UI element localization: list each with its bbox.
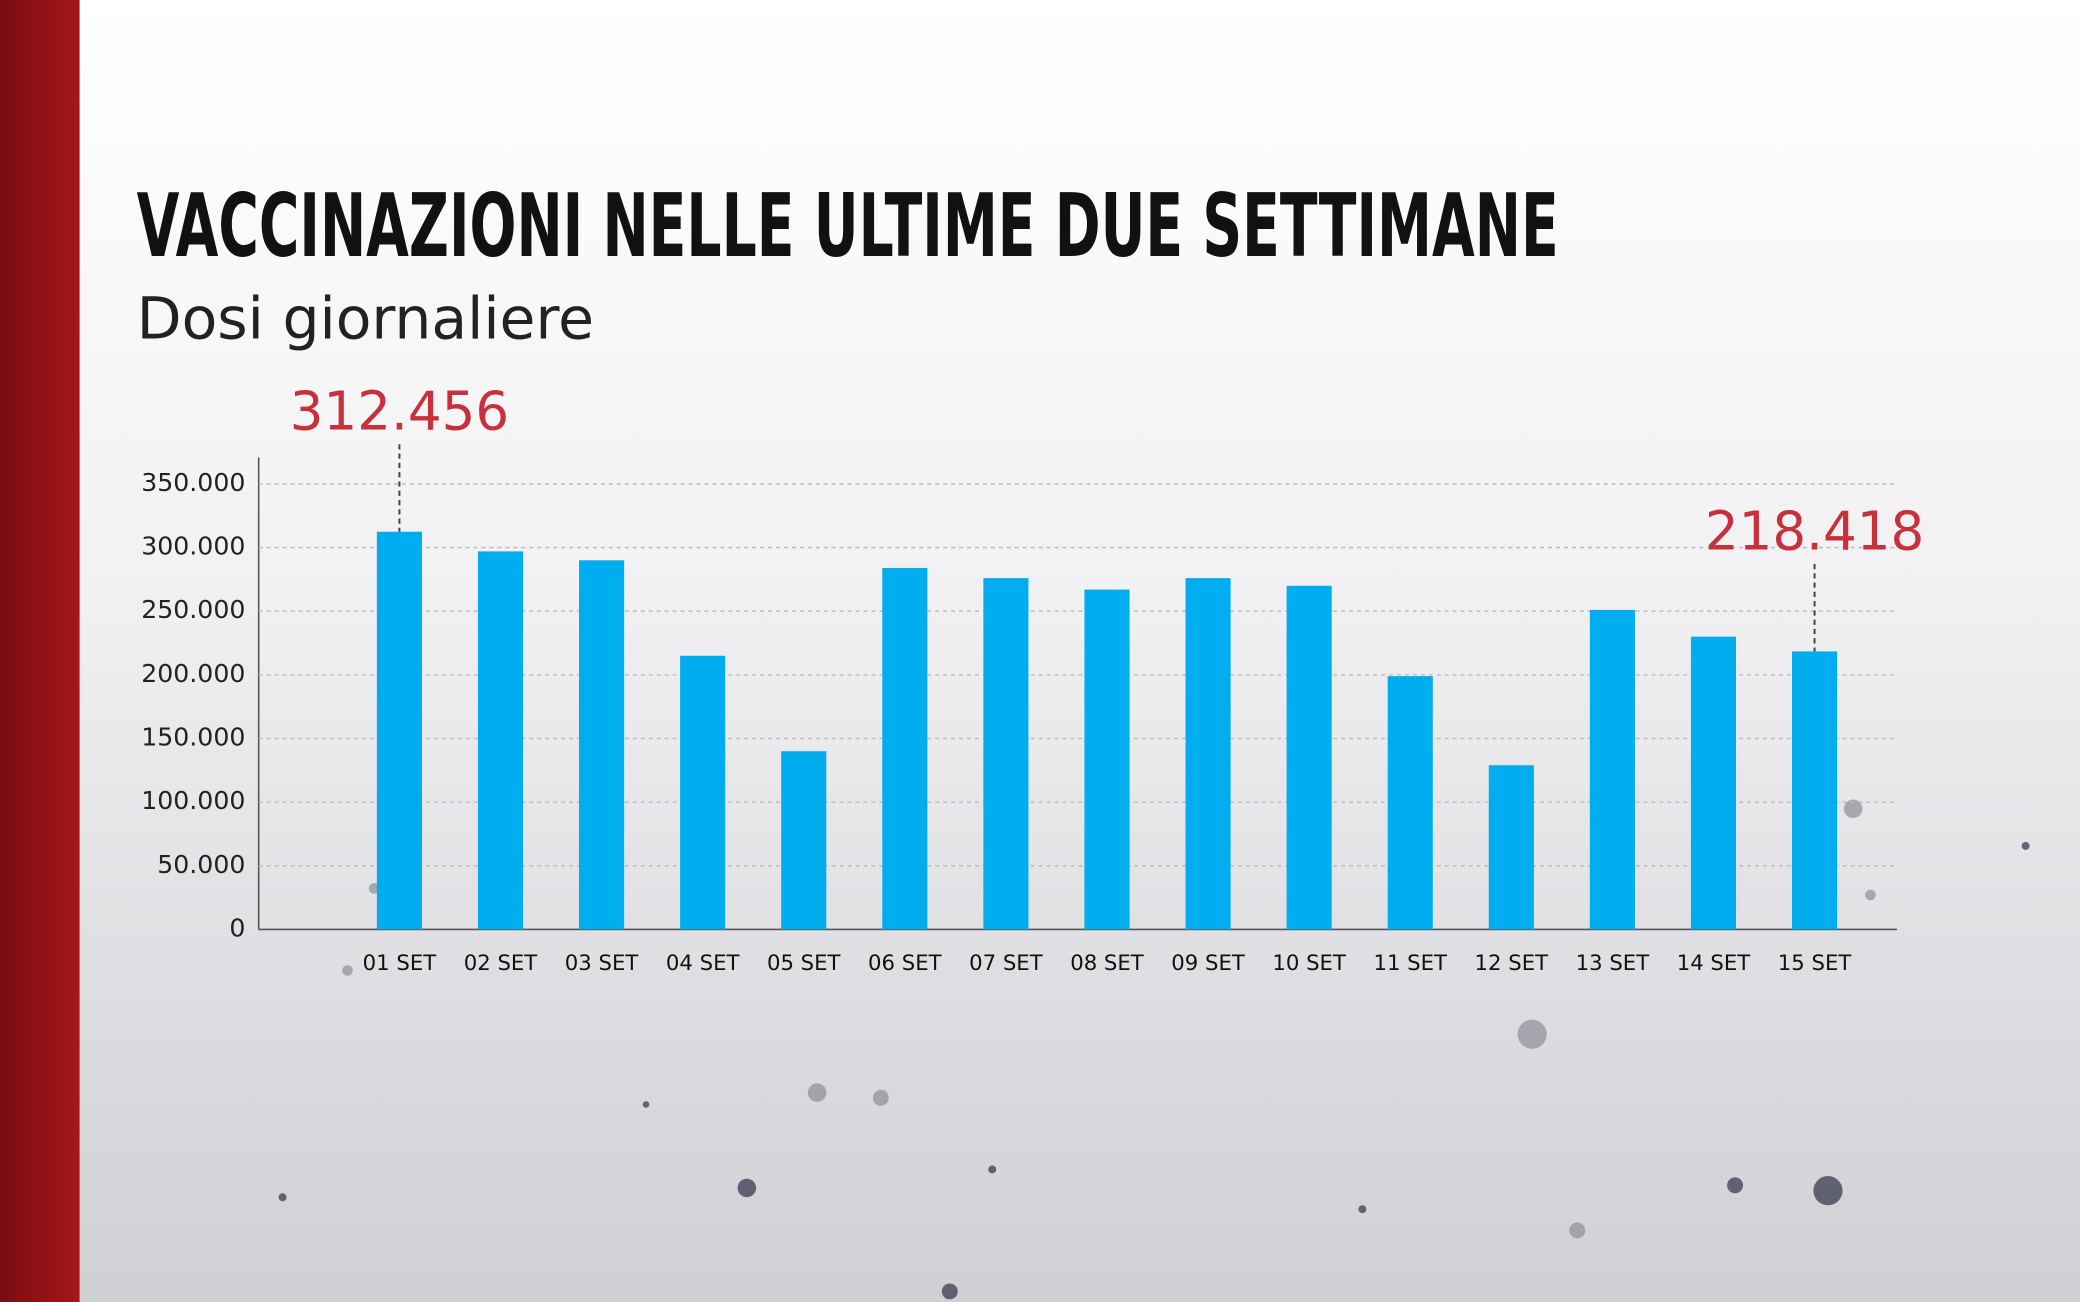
x-tick-label: 04 SET xyxy=(666,951,741,976)
side-band xyxy=(0,0,80,1302)
bar xyxy=(376,531,422,930)
x-tick-label: 09 SET xyxy=(1171,951,1246,976)
x-tick-label: 11 SET xyxy=(1373,951,1448,976)
x-tick-label: 10 SET xyxy=(1272,951,1347,976)
decor-dots-light xyxy=(342,799,1876,1239)
bar xyxy=(1387,676,1433,930)
value-label: 312.456 xyxy=(290,381,509,443)
bar xyxy=(579,560,625,930)
y-tick-label: 50.000 xyxy=(157,850,245,879)
x-tick-label: 02 SET xyxy=(464,951,539,976)
bar xyxy=(882,567,928,930)
value-label: 218.418 xyxy=(1705,500,1924,562)
y-tick-label: 200.000 xyxy=(141,659,245,688)
bar xyxy=(477,551,524,930)
x-tick-label: 03 SET xyxy=(565,951,640,976)
chart-title: VACCINAZIONI NELLE ULTIME DUE SETTIMANE xyxy=(137,175,1559,277)
bar xyxy=(1589,609,1635,930)
x-tick-label: 08 SET xyxy=(1070,951,1145,976)
x-tick-label: 15 SET xyxy=(1778,951,1853,976)
bar xyxy=(1690,636,1737,930)
x-tick-label: 14 SET xyxy=(1677,951,1752,976)
bar xyxy=(1185,578,1231,930)
decor-dots xyxy=(278,841,2030,1300)
x-tick-label: 12 SET xyxy=(1475,951,1550,976)
y-tick-label: 0 xyxy=(229,913,245,942)
chart-subtitle: Dosi giornaliere xyxy=(137,284,594,352)
bar xyxy=(680,655,726,930)
y-tick-label: 250.000 xyxy=(141,595,245,624)
y-tick-label: 100.000 xyxy=(141,786,245,815)
y-tick-label: 300.000 xyxy=(141,532,245,561)
x-tick-label: 01 SET xyxy=(363,951,438,976)
bar xyxy=(1792,651,1838,930)
x-tick-label: 07 SET xyxy=(969,951,1044,976)
bar xyxy=(781,751,827,930)
bar xyxy=(1488,765,1534,930)
x-tick-label: 05 SET xyxy=(767,951,842,976)
bar xyxy=(983,578,1029,930)
bar xyxy=(1286,585,1332,930)
y-tick-label: 350.000 xyxy=(141,468,245,497)
x-tick-label: 13 SET xyxy=(1576,951,1651,976)
x-tick-label: 06 SET xyxy=(868,951,943,976)
y-tick-label: 150.000 xyxy=(141,723,245,752)
bar xyxy=(1084,589,1130,930)
